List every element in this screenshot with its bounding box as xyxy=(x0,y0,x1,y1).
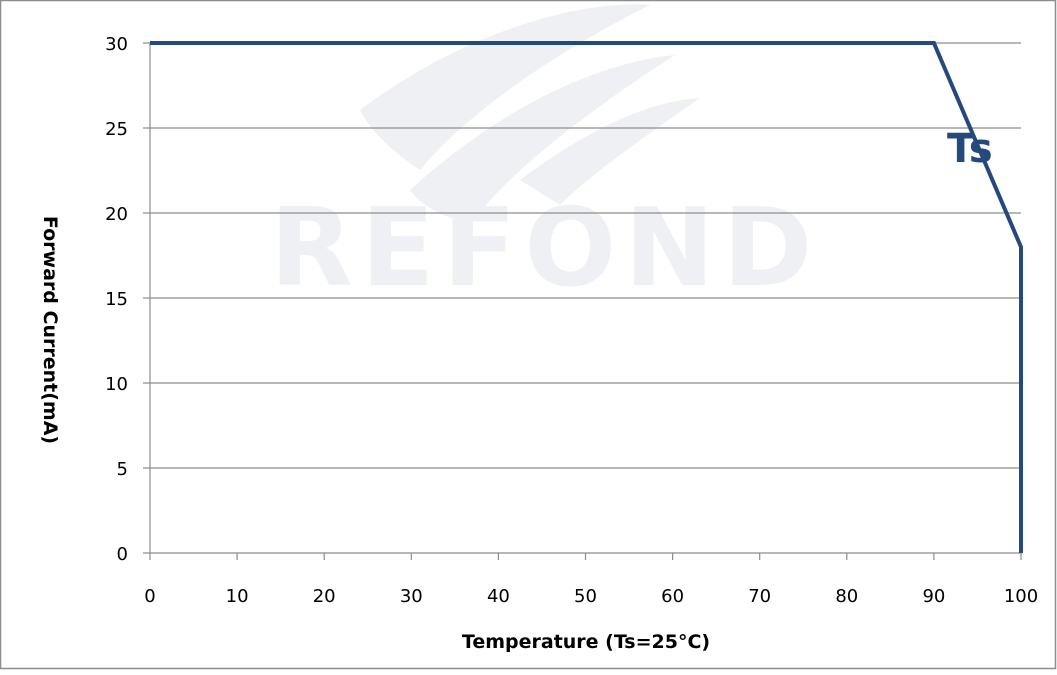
axes xyxy=(143,42,1022,560)
annotations: Ts xyxy=(947,126,993,172)
y-tick-label: 15 xyxy=(105,289,128,310)
watermark-swoosh xyxy=(410,55,675,225)
x-tick-label: 20 xyxy=(313,586,336,607)
y-tick-label: 30 xyxy=(105,34,128,55)
x-tick-label: 90 xyxy=(922,586,945,607)
x-tick-label: 40 xyxy=(487,586,510,607)
series xyxy=(150,41,1023,553)
x-tick-label: 50 xyxy=(574,586,597,607)
y-axis-title: Forward Current(mA) xyxy=(39,216,61,444)
x-tick-label: 30 xyxy=(400,586,423,607)
y-tick-label: 25 xyxy=(105,119,128,140)
watermark-text: REFOND xyxy=(270,186,821,311)
series-line-ts xyxy=(150,41,1023,553)
y-tick-label: 0 xyxy=(117,544,128,565)
x-tick-label: 10 xyxy=(226,586,249,607)
watermark-swoosh xyxy=(520,98,700,205)
series-annotation-label: Ts xyxy=(947,126,993,172)
y-tick-label: 5 xyxy=(117,459,128,480)
x-tick-label: 100 xyxy=(1004,586,1038,607)
tick-labels: 0 5 10 15 20 25 30 0 10 20 30 40 50 60 70 80 90 100 xyxy=(105,34,1038,607)
x-tick-label: 60 xyxy=(661,586,684,607)
x-tick-label: 0 xyxy=(144,586,155,607)
x-tick-label: 70 xyxy=(748,586,771,607)
x-axis-title: Temperature (Ts=25°C) xyxy=(462,631,710,653)
y-tick-label: 20 xyxy=(105,204,128,225)
y-tick-label: 10 xyxy=(105,374,128,395)
x-tick-label: 80 xyxy=(835,586,858,607)
